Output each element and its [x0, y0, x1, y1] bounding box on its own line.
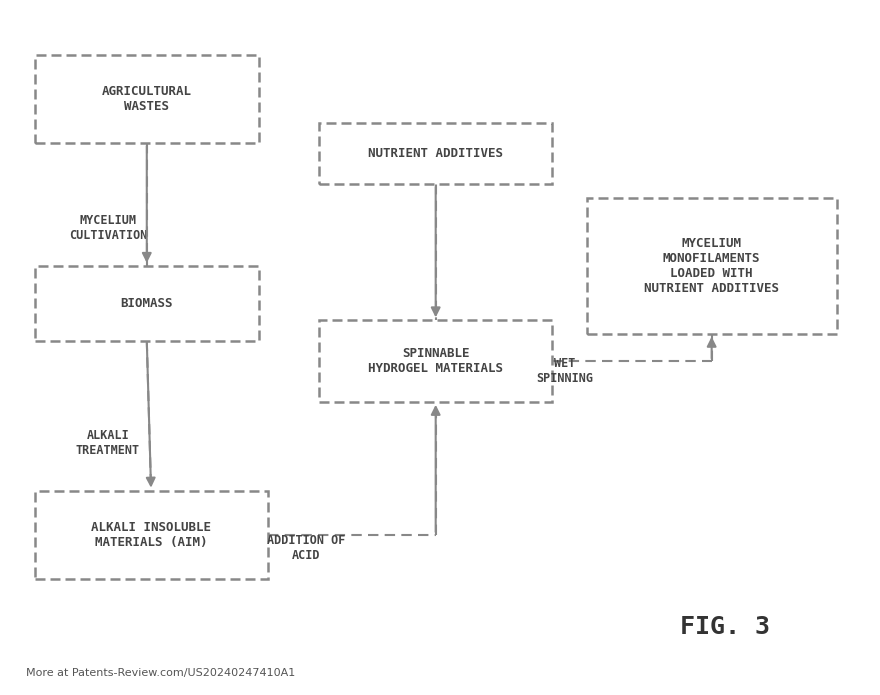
Text: SPINNABLE
HYDROGEL MATERIALS: SPINNABLE HYDROGEL MATERIALS	[368, 347, 503, 375]
Text: More at Patents-Review.com/US20240247410A1: More at Patents-Review.com/US20240247410…	[26, 668, 296, 678]
Text: ADDITION OF
ACID: ADDITION OF ACID	[268, 534, 346, 562]
Text: AGRICULTURAL
WASTES: AGRICULTURAL WASTES	[102, 85, 192, 113]
Text: ALKALI
TREATMENT: ALKALI TREATMENT	[76, 429, 140, 457]
Text: MYCELIUM
CULTIVATION: MYCELIUM CULTIVATION	[69, 214, 147, 243]
FancyBboxPatch shape	[587, 197, 837, 334]
FancyBboxPatch shape	[34, 491, 268, 579]
Text: WET
SPINNING: WET SPINNING	[537, 357, 593, 385]
FancyBboxPatch shape	[34, 265, 259, 341]
Text: ALKALI INSOLUBLE
MATERIALS (AIM): ALKALI INSOLUBLE MATERIALS (AIM)	[92, 521, 211, 549]
FancyBboxPatch shape	[34, 55, 259, 143]
Text: FIG. 3: FIG. 3	[679, 615, 770, 639]
FancyBboxPatch shape	[319, 320, 552, 402]
Text: NUTRIENT ADDITIVES: NUTRIENT ADDITIVES	[368, 147, 503, 160]
FancyBboxPatch shape	[319, 123, 552, 184]
Text: MYCELIUM
MONOFILAMENTS
LOADED WITH
NUTRIENT ADDITIVES: MYCELIUM MONOFILAMENTS LOADED WITH NUTRI…	[644, 237, 779, 295]
Text: BIOMASS: BIOMASS	[121, 297, 173, 310]
